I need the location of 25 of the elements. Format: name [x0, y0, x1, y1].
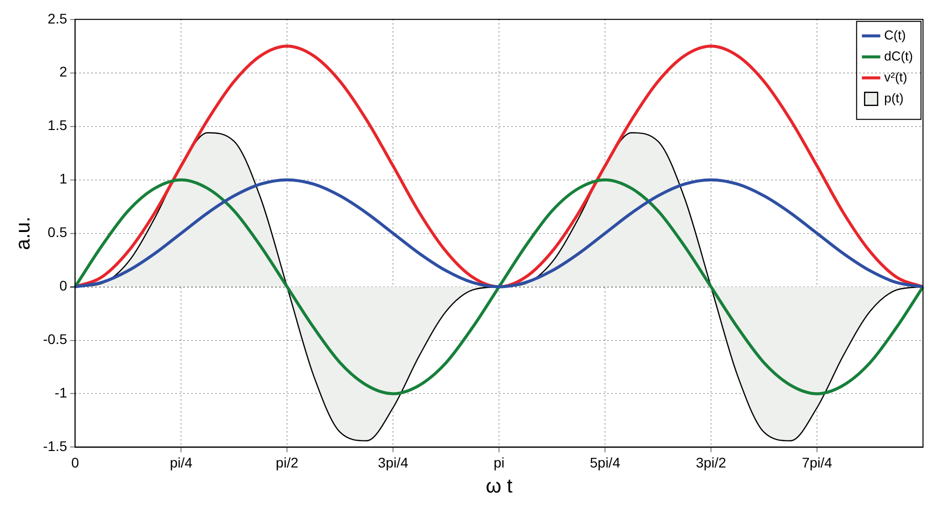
line-series: [74, 178, 924, 288]
y-tick-label: 2: [59, 64, 68, 80]
y-tick-label: 0: [59, 278, 68, 294]
x-tick-label: 3pi/4: [378, 454, 408, 470]
legend-label: v²(t): [884, 69, 908, 84]
x-tick-label: 5pi/4: [590, 454, 620, 470]
y-tick-label: -1: [54, 384, 68, 401]
y-tick-label: -0.5: [43, 331, 68, 348]
y-tick-label: -1.5: [43, 438, 68, 454]
line-series: [74, 178, 924, 396]
y-tick-label: 1.5: [48, 117, 68, 134]
legend-label: C(t): [884, 27, 906, 42]
x-tick-label: pi/4: [170, 454, 193, 470]
y-tick-label: 0.5: [48, 224, 68, 240]
y-axis-title: a.u.: [12, 216, 35, 250]
x-tick-label: pi: [494, 454, 505, 470]
y-tick-label: 1: [59, 170, 68, 187]
x-tick-label: 3pi/2: [696, 454, 726, 470]
x-tick-label: pi/2: [276, 454, 299, 470]
legend-label: dC(t): [884, 48, 913, 64]
x-tick-label: 0: [71, 454, 80, 470]
x-tick-label: 7pi/4: [802, 454, 832, 470]
legend-label: p(t): [884, 90, 904, 106]
x-axis-title: ω t: [486, 476, 513, 498]
y-tick-label: 2.5: [48, 10, 68, 26]
